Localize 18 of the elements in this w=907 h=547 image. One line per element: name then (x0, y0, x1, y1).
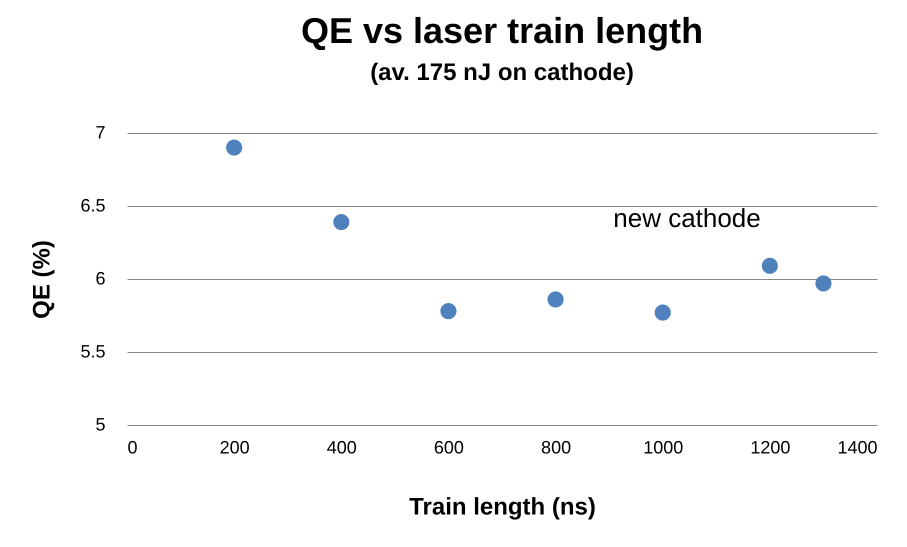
x-tick-label: 800 (541, 438, 572, 458)
y-tick-label: 6 (95, 268, 106, 288)
y-tick-label: 5 (95, 414, 106, 434)
x-axis-title: Train length (ns) (409, 494, 596, 520)
x-tick-label: 400 (326, 438, 357, 458)
annotation: new cathode (613, 203, 761, 233)
chart-subtitle: (av. 175 nJ on cathode) (370, 59, 634, 86)
x-tick-label: 200 (220, 438, 250, 458)
x-tick-label: 1400 (837, 438, 878, 458)
y-axis-title: QE (%) (28, 240, 56, 319)
x-tick-label: 1200 (750, 438, 790, 458)
x-tick-label: 1000 (643, 438, 684, 458)
y-tick-label: 6.5 (80, 196, 106, 216)
chart-title: QE vs laser train length (300, 10, 704, 51)
y-tick-label: 7 (95, 122, 106, 142)
x-tick-label: 600 (434, 438, 464, 458)
x-tick-label: 0 (128, 438, 138, 458)
y-tick-label: 5.5 (80, 342, 106, 362)
